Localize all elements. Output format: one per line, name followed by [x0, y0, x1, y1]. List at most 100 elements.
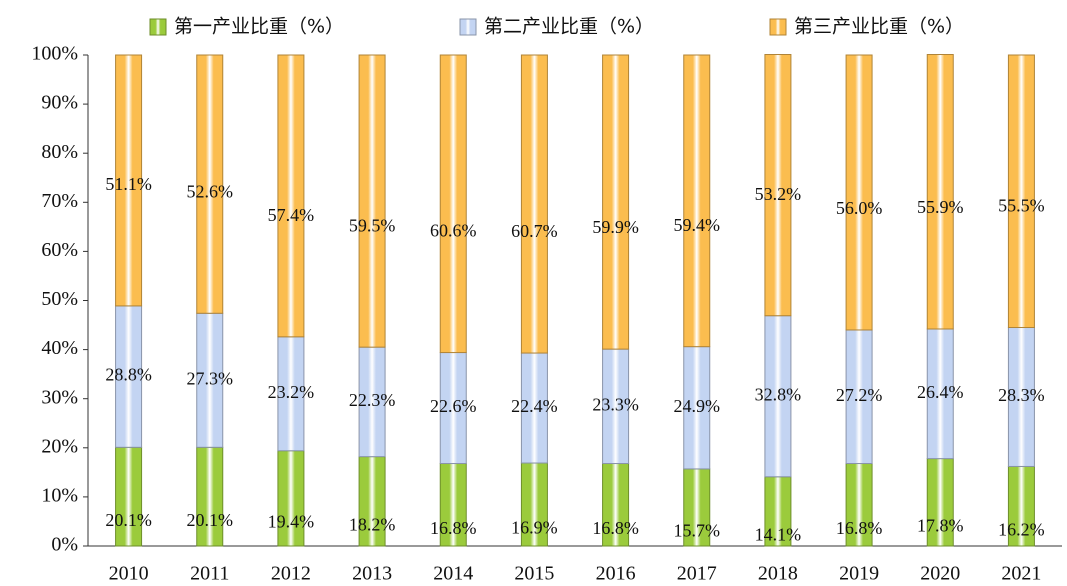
bar-segment — [115, 54, 143, 307]
data-label: 55.9% — [917, 197, 964, 217]
data-label: 27.2% — [836, 385, 883, 405]
y-tick-label: 80% — [41, 141, 78, 163]
data-label: 28.3% — [998, 385, 1045, 405]
y-tick-label: 40% — [41, 337, 78, 359]
legend-swatch — [459, 18, 477, 36]
bar-segment — [764, 54, 792, 317]
data-label: 56.0% — [836, 198, 883, 218]
bar-segment — [926, 458, 954, 547]
bar-segment — [196, 312, 224, 448]
bar-segment — [115, 305, 143, 448]
bar-segment — [1007, 465, 1035, 547]
data-label: 20.1% — [187, 510, 234, 530]
data-label: 60.6% — [430, 221, 477, 241]
bar-segment — [845, 329, 873, 465]
data-label: 28.8% — [105, 365, 152, 385]
data-label: 53.2% — [755, 184, 802, 204]
x-tick-label: 2016 — [596, 563, 636, 585]
legend-swatch — [769, 18, 787, 36]
data-label: 57.4% — [268, 205, 315, 225]
bar-segment — [358, 54, 386, 348]
data-label: 27.3% — [187, 368, 234, 388]
legend-label: 第一产业比重（%） — [174, 16, 344, 38]
data-label: 16.8% — [430, 518, 477, 538]
bar-segment — [439, 352, 467, 465]
x-tick-label: 2021 — [1001, 563, 1041, 585]
data-label: 55.5% — [998, 196, 1045, 216]
bar-segment — [115, 446, 143, 547]
bar-segment — [1007, 54, 1035, 329]
data-label: 59.4% — [674, 215, 721, 235]
data-label: 51.1% — [105, 174, 152, 194]
x-tick-label: 2014 — [433, 563, 473, 585]
bar-segment — [277, 54, 305, 338]
bar-segment — [764, 315, 792, 478]
data-label: 59.9% — [592, 217, 639, 237]
data-label: 26.4% — [917, 382, 964, 402]
bar-segment — [277, 450, 305, 547]
bar-segment — [926, 328, 954, 460]
data-label: 16.8% — [836, 518, 883, 538]
x-tick-label: 2020 — [920, 563, 960, 585]
x-tick-label: 2010 — [109, 563, 149, 585]
bar-segment — [683, 468, 711, 547]
y-tick-label: 30% — [41, 386, 78, 408]
bar-segment — [602, 348, 630, 465]
bar-segment — [926, 54, 954, 330]
y-tick-label: 50% — [41, 288, 78, 310]
data-label: 23.3% — [592, 394, 639, 414]
data-label: 17.8% — [917, 515, 964, 535]
data-label: 14.1% — [755, 525, 802, 545]
x-tick-label: 2019 — [839, 563, 879, 585]
bar-segment — [439, 463, 467, 547]
data-label: 22.3% — [349, 390, 396, 410]
x-tick-label: 2015 — [514, 563, 554, 585]
bar-segment — [1007, 327, 1035, 467]
bar-segment — [764, 476, 792, 547]
bar-segment — [602, 463, 630, 547]
data-label: 60.7% — [511, 221, 558, 241]
bar-segment — [520, 462, 548, 547]
data-label: 22.6% — [430, 396, 477, 416]
legend-label: 第三产业比重（%） — [794, 16, 964, 38]
bar-segment — [683, 54, 711, 348]
data-label: 22.4% — [511, 396, 558, 416]
x-tick-label: 2011 — [190, 563, 229, 585]
y-tick-label: 70% — [41, 190, 78, 212]
data-label: 16.2% — [998, 519, 1045, 539]
legend-swatch — [149, 18, 167, 36]
y-tick-label: 100% — [31, 43, 78, 65]
data-label: 19.4% — [268, 511, 315, 531]
y-tick-label: 90% — [41, 92, 78, 114]
bar-segment — [196, 54, 224, 314]
bar-segment — [683, 346, 711, 470]
data-label: 18.2% — [349, 514, 396, 534]
y-tick-label: 60% — [41, 239, 78, 261]
bar-segment — [602, 54, 630, 350]
bar-segment — [196, 446, 224, 547]
y-tick-label: 0% — [51, 534, 78, 556]
legend-label: 第二产业比重（%） — [484, 16, 654, 38]
data-label: 32.8% — [755, 384, 802, 404]
bar-segment — [845, 54, 873, 331]
y-tick-label: 20% — [41, 435, 78, 457]
data-label: 20.1% — [105, 510, 152, 530]
x-tick-label: 2013 — [352, 563, 392, 585]
bar-segment — [358, 456, 386, 547]
bar-segment — [439, 54, 467, 354]
data-label: 52.6% — [187, 181, 234, 201]
x-tick-label: 2017 — [677, 563, 717, 585]
data-label: 15.7% — [674, 521, 721, 541]
data-label: 59.5% — [349, 215, 396, 235]
y-tick-label: 10% — [41, 484, 78, 506]
bar-segment — [520, 54, 548, 354]
data-label: 16.8% — [592, 518, 639, 538]
data-label: 16.9% — [511, 518, 558, 538]
data-label: 23.2% — [268, 382, 315, 402]
x-tick-label: 2012 — [271, 563, 311, 585]
bar-segment — [277, 336, 305, 452]
x-tick-label: 2018 — [758, 563, 798, 585]
data-label: 24.9% — [674, 396, 721, 416]
bar-segment — [358, 346, 386, 458]
